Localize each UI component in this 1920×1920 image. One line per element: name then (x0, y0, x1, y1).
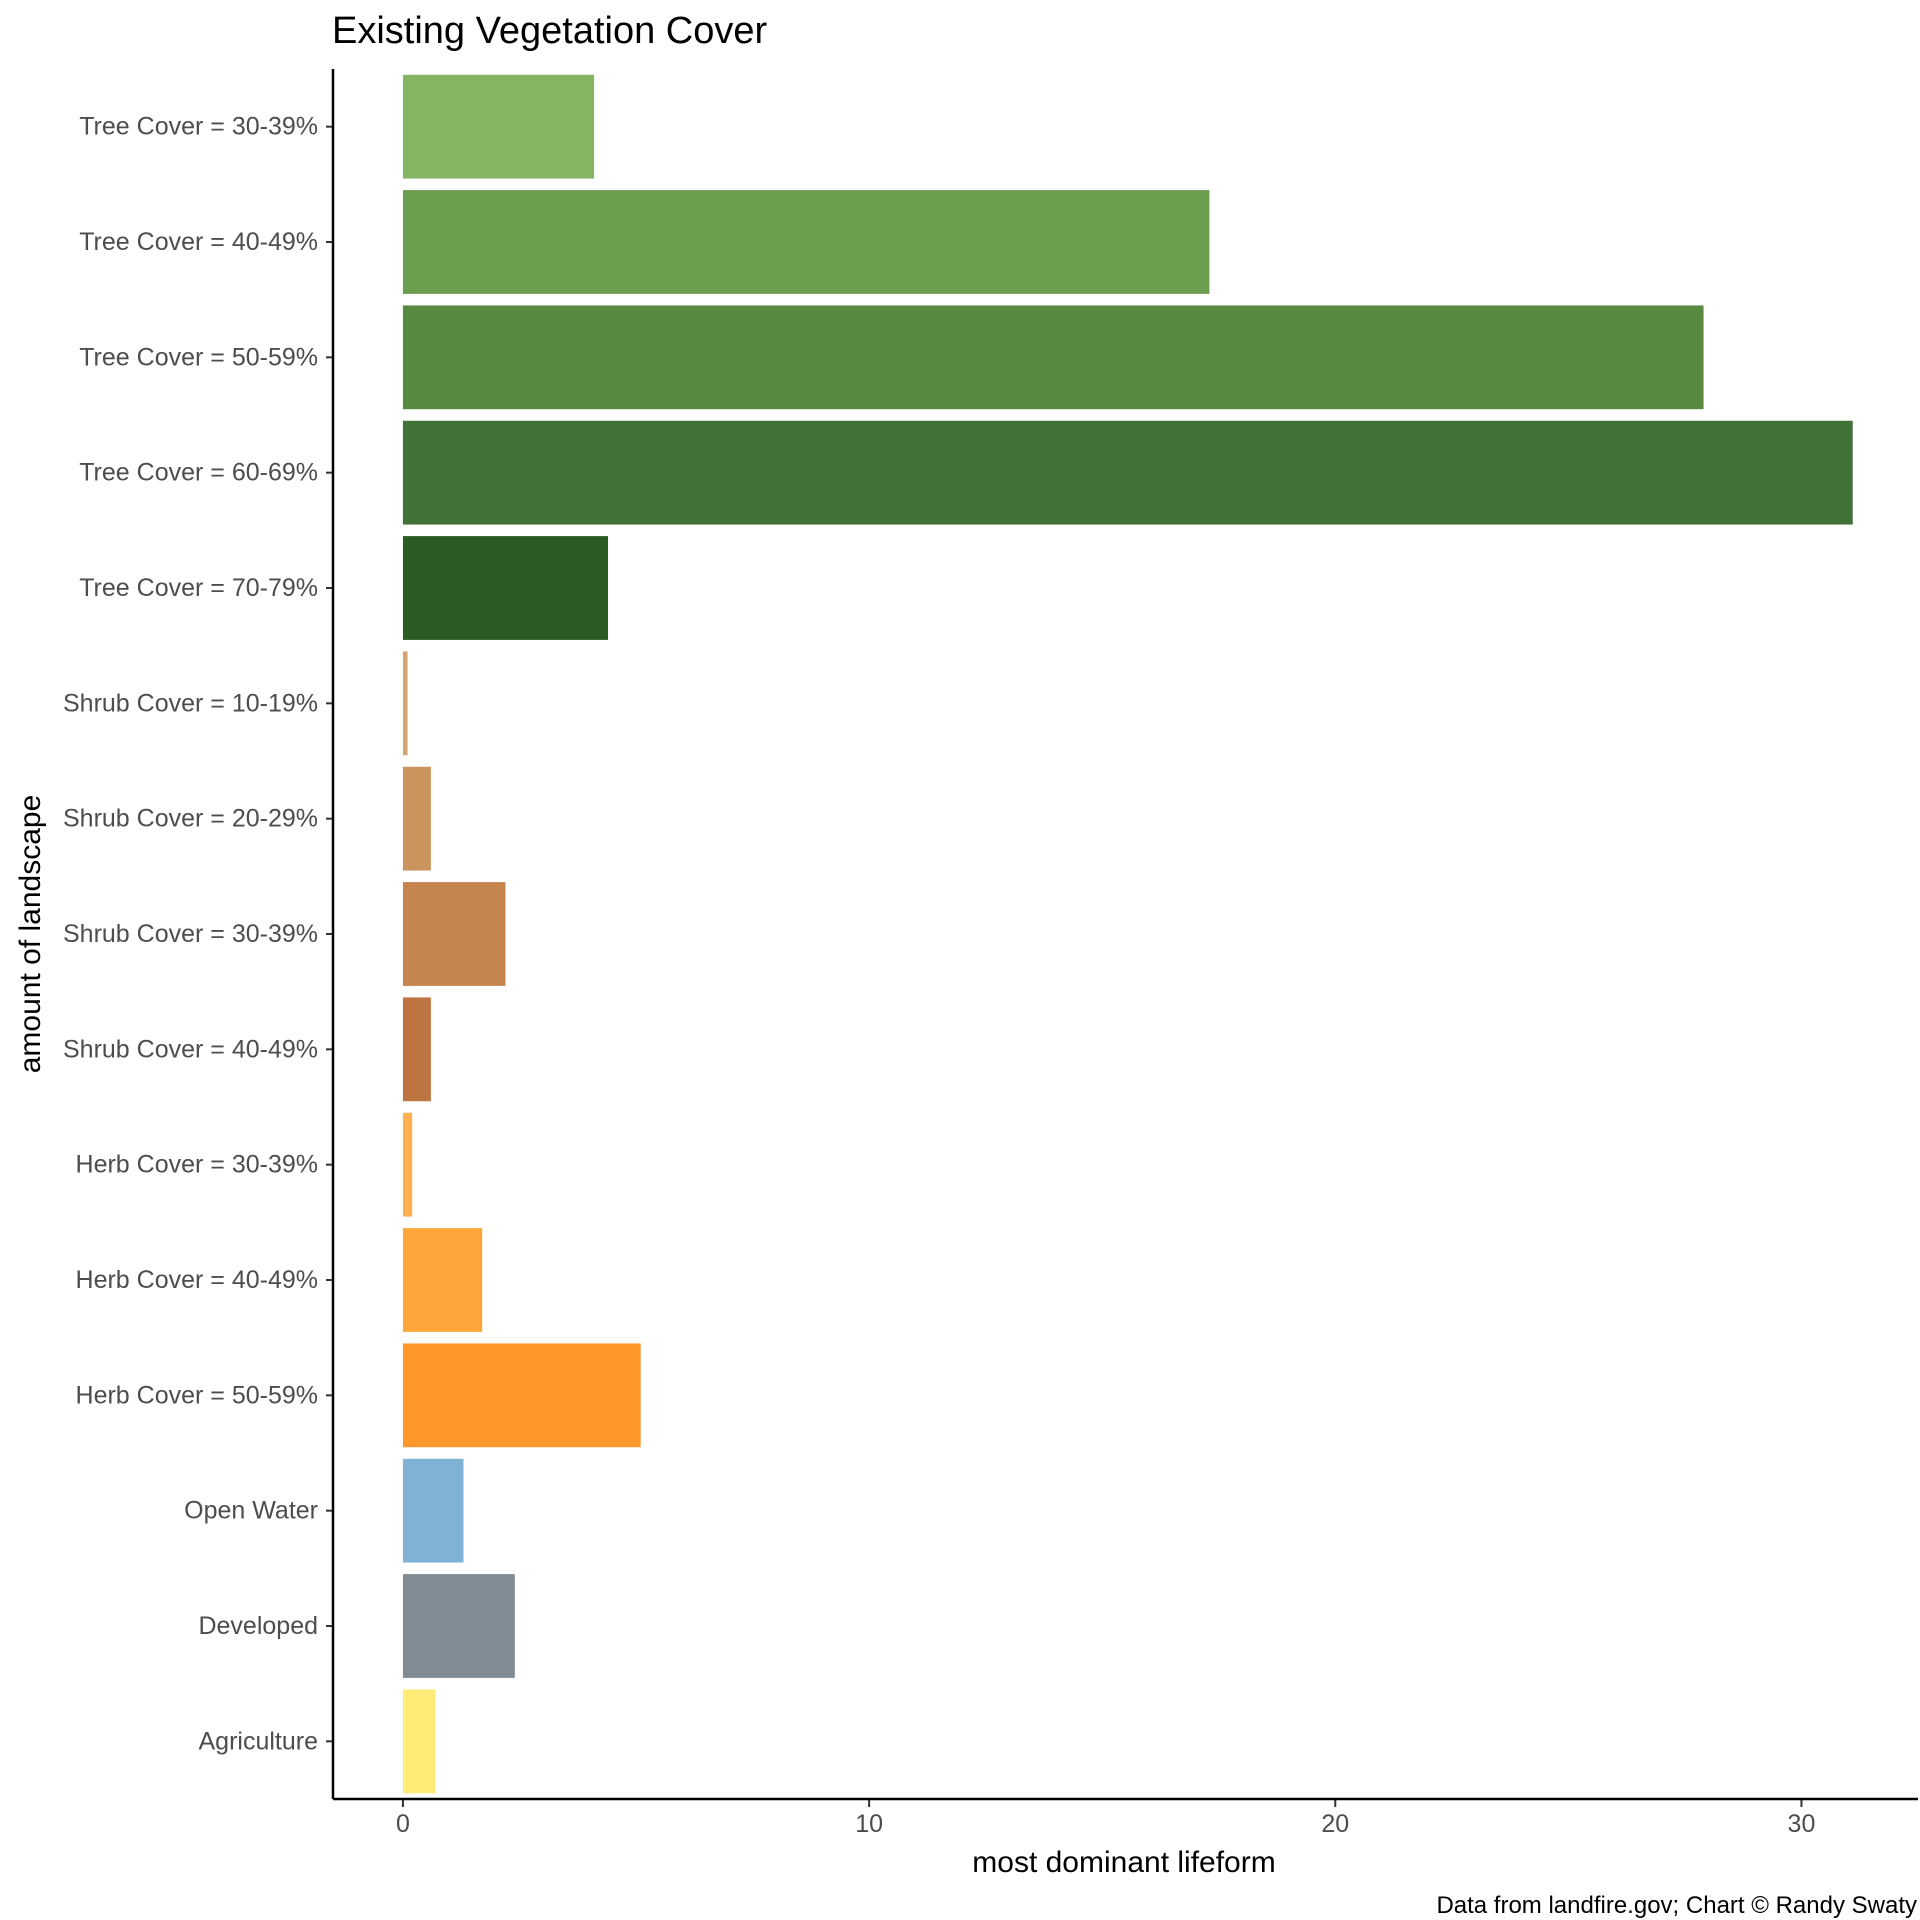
y-tick-label: Tree Cover = 40-49% (79, 228, 318, 256)
bar (402, 1112, 413, 1217)
bar (402, 1228, 483, 1332)
y-tick-label: Developed (198, 1612, 318, 1640)
bar (402, 997, 431, 1102)
y-tick-label: Shrub Cover = 30-39% (63, 920, 318, 948)
y-tick-label: Tree Cover = 70-79% (79, 574, 318, 602)
chart-caption: Data from landfire.gov; Chart © Randy Sw… (1436, 1892, 1917, 1919)
bar (402, 651, 408, 756)
y-tick-label: Herb Cover = 30-39% (76, 1151, 318, 1179)
bar (402, 420, 1853, 525)
y-tick-label: Tree Cover = 60-69% (79, 459, 318, 487)
y-tick-label: Tree Cover = 50-59% (79, 343, 318, 371)
bar (402, 190, 1210, 294)
x-axis-title: most dominant lifeform (972, 1846, 1275, 1879)
bar (402, 1343, 641, 1448)
y-tick-label: Herb Cover = 50-59% (76, 1381, 318, 1409)
bar (402, 74, 595, 179)
x-axis-ticks: 0 10 20 30 (396, 1799, 1815, 1838)
chart-title: Existing Vegetation Cover (332, 10, 767, 52)
x-tick-label: 30 (1788, 1810, 1816, 1838)
bar (402, 305, 1704, 410)
bar (402, 1574, 515, 1678)
y-tick-label: Agriculture (199, 1727, 319, 1755)
y-tick-label: Open Water (184, 1497, 318, 1525)
bar (402, 1689, 436, 1794)
y-axis-ticks: Tree Cover = 30-39% Tree Cover = 40-49% Tr… (63, 113, 333, 1755)
bars-layer (402, 74, 1853, 1794)
x-tick-label: 20 (1321, 1810, 1349, 1838)
bar (402, 1458, 464, 1563)
bar (402, 536, 609, 640)
x-tick-label: 10 (855, 1810, 883, 1838)
x-tick-label: 0 (396, 1810, 410, 1838)
y-tick-label: Tree Cover = 30-39% (79, 113, 318, 141)
y-tick-label: Shrub Cover = 40-49% (63, 1035, 318, 1063)
y-tick-label: Shrub Cover = 10-19% (63, 689, 318, 717)
y-tick-label: Herb Cover = 40-49% (76, 1266, 318, 1294)
bar (402, 882, 506, 986)
y-axis-title: amount of landscape (14, 795, 47, 1074)
bar (402, 766, 431, 871)
y-tick-label: Shrub Cover = 20-29% (63, 805, 318, 833)
